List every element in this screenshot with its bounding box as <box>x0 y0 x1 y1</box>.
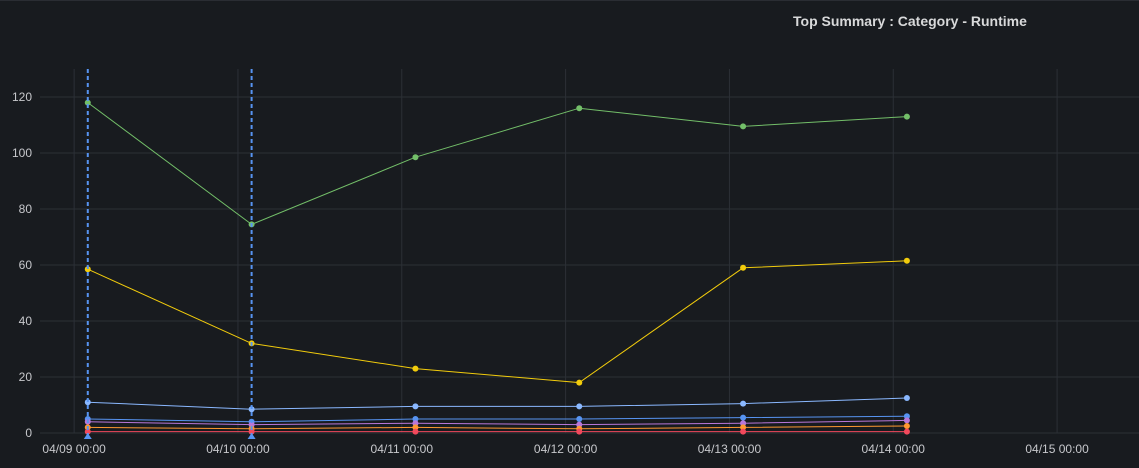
data-point <box>903 428 910 435</box>
data-point <box>903 113 910 120</box>
y-tick-label: 40 <box>19 314 33 328</box>
data-point <box>903 257 910 264</box>
series-line <box>87 425 907 430</box>
x-tick-label: 04/11 00:00 <box>371 442 434 456</box>
data-point <box>903 417 910 424</box>
y-tick-label: 120 <box>12 90 32 104</box>
series-line <box>87 260 907 384</box>
series-line <box>87 397 907 410</box>
data-point <box>903 423 910 429</box>
y-tick-label: 80 <box>19 202 33 216</box>
annotation-marker <box>247 433 256 439</box>
data-point <box>412 403 419 410</box>
data-point <box>84 99 91 106</box>
x-tick-label: 04/12 00:00 <box>534 442 598 456</box>
data-point <box>84 428 91 435</box>
x-tick-label: 04/13 00:00 <box>698 442 762 456</box>
data-point <box>576 105 583 112</box>
y-tick-label: 100 <box>12 146 32 160</box>
data-point <box>576 428 583 435</box>
series-line <box>87 419 907 426</box>
data-point <box>740 123 747 130</box>
data-point <box>412 420 419 427</box>
y-tick-label: 20 <box>19 370 33 384</box>
data-point <box>412 416 419 422</box>
x-tick-label: 04/10 00:00 <box>206 442 270 456</box>
data-point <box>576 416 583 422</box>
data-point <box>84 266 91 273</box>
data-point <box>576 403 583 410</box>
data-point <box>740 264 747 271</box>
data-point <box>740 428 747 435</box>
data-point <box>576 379 583 386</box>
data-point <box>412 154 419 161</box>
data-point <box>84 399 91 406</box>
data-point <box>412 428 419 435</box>
data-point <box>740 424 747 431</box>
series-line <box>87 415 907 423</box>
series-line <box>87 102 907 225</box>
data-point <box>248 428 255 435</box>
x-tick-label: 04/09 00:00 <box>42 442 106 456</box>
data-point <box>412 365 419 372</box>
y-tick-label: 0 <box>25 426 32 440</box>
data-point <box>903 395 910 401</box>
y-tick-label: 60 <box>19 258 33 272</box>
data-point <box>248 406 255 413</box>
annotation-marker <box>83 433 92 439</box>
data-point <box>740 414 747 421</box>
x-tick-label: 04/14 00:00 <box>862 442 926 456</box>
data-point <box>903 413 910 420</box>
data-point <box>740 400 747 407</box>
data-point <box>412 424 419 431</box>
x-tick-label: 04/15 00:00 <box>1025 442 1089 456</box>
panel-title[interactable]: Top Summary : Category - Runtime <box>793 13 1027 29</box>
data-point <box>576 421 583 428</box>
data-point <box>740 420 747 427</box>
data-point <box>248 421 255 428</box>
